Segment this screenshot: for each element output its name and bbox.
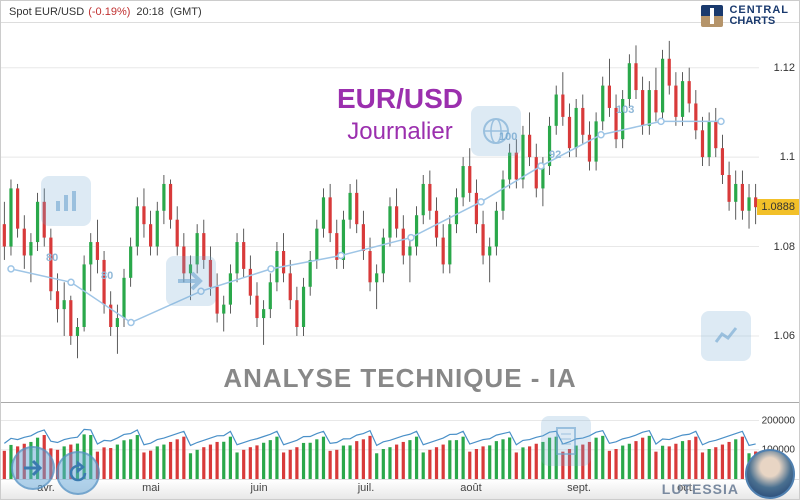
watermark-chart-icon — [701, 311, 751, 361]
candlestick-svg — [1, 23, 759, 403]
watermark-arrow-icon — [166, 256, 216, 306]
timezone: (GMT) — [170, 6, 202, 18]
x-tick: sept. — [567, 482, 591, 494]
nav-arrow-right-button[interactable] — [11, 446, 55, 490]
chart-header: Spot EUR/USD (-0.19%) 20:18 (GMT) — [1, 1, 799, 23]
watermark-globe-icon — [471, 106, 521, 156]
x-tick: mai — [142, 482, 160, 494]
x-tick: août — [460, 482, 481, 494]
instrument-name: Spot EUR/USD — [9, 6, 84, 18]
nav-refresh-button[interactable] — [56, 451, 100, 495]
indicator-label: 92 — [549, 149, 561, 161]
watermark-bars-icon — [41, 176, 91, 226]
price-chart[interactable]: 1.061.081.11.12 EUR/USD Journalier ANALY… — [1, 23, 799, 403]
x-tick: juil. — [358, 482, 375, 494]
footer-label: LUTESSIA — [662, 481, 739, 497]
indicator-label: 80 — [101, 270, 113, 282]
x-tick: juin — [250, 482, 267, 494]
current-price-tag: 1.0888 — [757, 199, 799, 215]
indicator-label: 103 — [616, 104, 634, 116]
volume-svg — [1, 403, 759, 479]
volume-chart[interactable]: 100000200000 — [1, 403, 799, 479]
pct-change: (-0.19%) — [88, 6, 130, 18]
avatar-icon[interactable] — [745, 449, 795, 499]
indicator-label: 80 — [46, 252, 58, 264]
watermark-doc-icon — [541, 416, 591, 466]
timestamp: 20:18 — [136, 6, 164, 18]
